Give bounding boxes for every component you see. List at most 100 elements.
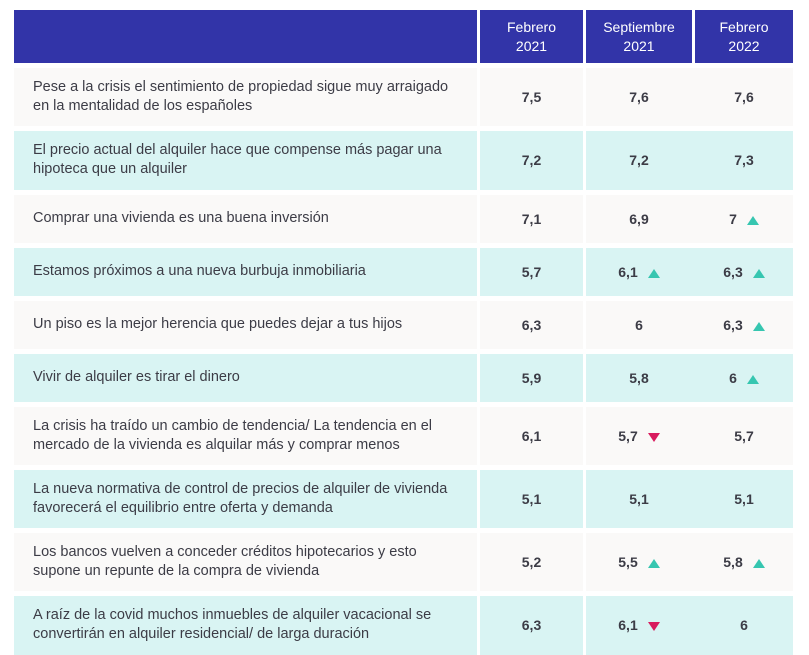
column-header-febrero-2021: Febrero 2021	[477, 10, 583, 63]
value-cell: 6	[583, 300, 692, 349]
trend-up-icon	[647, 559, 660, 569]
value-cell: 7,1	[477, 194, 583, 243]
value-number: 5,9	[521, 369, 542, 386]
value-number: 7,6	[734, 89, 754, 106]
value-cell: 7,5	[477, 68, 583, 127]
value-cell: 5,7	[692, 407, 793, 465]
row-statement: La nueva normativa de control de precios…	[33, 480, 448, 516]
table-row: El precio actual del alquiler hace que c…	[14, 131, 793, 190]
trend-up-icon	[746, 374, 759, 384]
row-statement: La crisis ha traído un cambio de tendenc…	[33, 417, 433, 453]
value-number: 6,3	[723, 316, 743, 333]
table-row: La crisis ha traído un cambio de tendenc…	[14, 406, 793, 465]
trend-up-icon	[752, 321, 765, 331]
row-statement: El precio actual del alquiler hace que c…	[33, 142, 442, 178]
value-number: 6,1	[618, 263, 638, 280]
value-number: 6,3	[521, 316, 542, 333]
value-cell: 6,1	[477, 406, 583, 465]
value-cell: 6,1	[583, 247, 692, 296]
survey-table: Febrero 2021 Septiembre 2021 Febrero 202…	[14, 10, 793, 655]
table-row: Comprar una vivienda es una buena invers…	[14, 194, 793, 243]
value-number: 7	[729, 210, 737, 227]
column-header-line2: 2022	[728, 37, 760, 54]
value-cell: 7,6	[583, 68, 692, 127]
value-cell: 6,3	[477, 596, 583, 655]
value-cell: 5,9	[477, 353, 583, 402]
value-cell: 7,3	[692, 131, 793, 189]
value-number: 7,2	[629, 152, 649, 169]
row-statement: Estamos próximos a una nueva burbuja inm…	[33, 262, 366, 279]
value-number: 5,7	[521, 263, 542, 280]
trend-up-icon	[647, 268, 660, 278]
row-statement: Comprar una vivienda es una buena invers…	[33, 209, 329, 226]
value-cell: 6	[692, 354, 793, 402]
value-number: 5,7	[618, 427, 638, 444]
value-cell: 6,3	[692, 301, 793, 349]
row-statement: Vivir de alquiler es tirar el dinero	[33, 368, 240, 385]
column-header-line2: 2021	[515, 37, 548, 54]
value-number: 5,1	[629, 490, 649, 507]
trend-down-icon	[647, 622, 660, 632]
row-statement: A raíz de la covid muchos inmuebles de a…	[33, 607, 432, 643]
row-statement: Los bancos vuelven a conceder créditos h…	[33, 544, 417, 580]
value-number: 6	[740, 617, 748, 634]
value-number: 5,5	[618, 554, 638, 571]
column-header-febrero-2022: Febrero 2022	[692, 10, 793, 63]
value-cell: 5,2	[477, 533, 583, 592]
statement-column-header	[14, 10, 477, 63]
column-header-septiembre-2021: Septiembre 2021	[583, 10, 692, 63]
value-number: 7,2	[521, 152, 542, 169]
table-row: Un piso es la mejor herencia que puedes …	[14, 300, 793, 349]
value-number: 7,1	[521, 210, 542, 227]
trend-up-icon	[752, 559, 765, 569]
value-cell: 7,2	[583, 131, 692, 190]
table-header-row: Febrero 2021 Septiembre 2021 Febrero 202…	[14, 10, 793, 63]
value-cell: 6,1	[583, 596, 692, 655]
value-cell: 6,9	[583, 194, 692, 243]
value-cell: 6,3	[477, 300, 583, 349]
value-number: 5,1	[521, 490, 542, 507]
value-number: 5,2	[521, 554, 542, 571]
table-row: La nueva normativa de control de precios…	[14, 469, 793, 528]
value-number: 5,7	[734, 427, 754, 444]
value-number: 7,3	[734, 152, 754, 169]
value-number: 7,5	[521, 89, 542, 106]
column-header-line1: Septiembre	[603, 19, 675, 36]
value-number: 7,6	[629, 89, 649, 106]
value-number: 6	[729, 369, 737, 386]
column-header-line1: Febrero	[719, 19, 769, 36]
column-header-line1: Febrero	[506, 19, 557, 36]
value-number: 6,1	[618, 617, 638, 634]
value-number: 6,3	[723, 263, 743, 280]
value-number: 6,9	[629, 210, 649, 227]
value-cell: 7,6	[692, 68, 793, 126]
value-number: 5,1	[734, 490, 754, 507]
trend-up-icon	[752, 268, 765, 278]
value-cell: 7	[692, 195, 793, 243]
trend-up-icon	[746, 215, 759, 225]
value-cell: 5,1	[477, 469, 583, 528]
value-cell: 6	[692, 596, 793, 654]
row-statement: Pese a la crisis el sentimiento de propi…	[33, 79, 449, 115]
value-cell: 5,7	[477, 247, 583, 296]
value-number: 6	[635, 316, 643, 333]
value-number: 5,8	[629, 369, 649, 386]
table-row: Vivir de alquiler es tirar el dinero 5,9…	[14, 353, 793, 402]
value-cell: 5,7	[583, 406, 692, 465]
table-row: Estamos próximos a una nueva burbuja inm…	[14, 247, 793, 296]
value-number: 6,3	[521, 617, 542, 634]
trend-down-icon	[647, 432, 660, 442]
value-number: 6,1	[521, 427, 542, 444]
row-statement: Un piso es la mejor herencia que puedes …	[33, 315, 403, 332]
value-cell: 5,8	[692, 533, 793, 591]
column-header-line2: 2021	[623, 37, 655, 54]
value-cell: 5,8	[583, 353, 692, 402]
table-row: Los bancos vuelven a conceder créditos h…	[14, 533, 793, 592]
value-cell: 5,1	[692, 470, 793, 528]
value-cell: 5,1	[583, 469, 692, 528]
value-cell: 7,2	[477, 131, 583, 190]
table-row: A raíz de la covid muchos inmuebles de a…	[14, 596, 793, 655]
value-cell: 6,3	[692, 248, 793, 296]
value-cell: 5,5	[583, 533, 692, 592]
value-number: 5,8	[723, 554, 743, 571]
